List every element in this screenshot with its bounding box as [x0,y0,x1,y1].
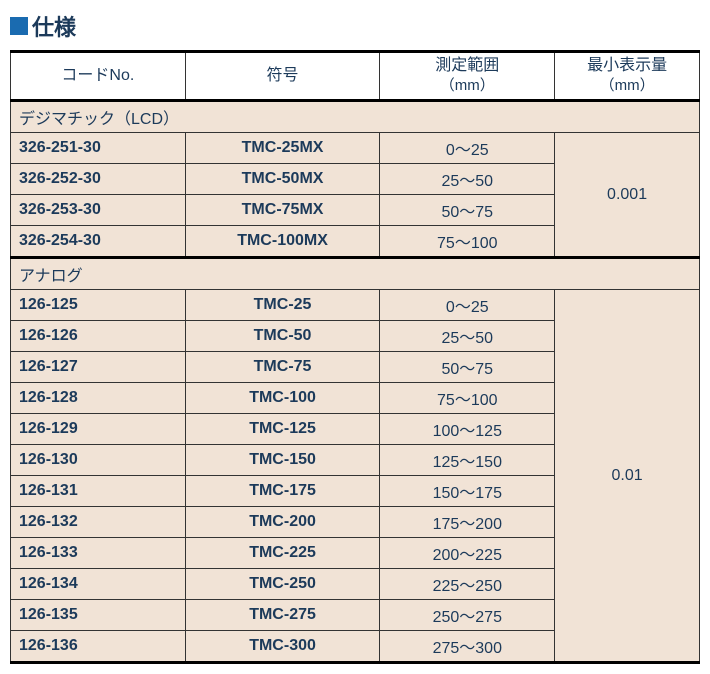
header-range-unit: （mm） [440,77,495,94]
code-cell: 326-252-30 [11,164,186,195]
code-cell: 126-136 [11,631,186,663]
range-cell: 0～25 [380,290,555,321]
range-cell: 0～25 [380,133,555,164]
range-cell: 75～100 [380,383,555,414]
range-cell: 50～75 [380,195,555,226]
model-cell: TMC-75MX [185,195,380,226]
header-range: 測定範囲 （mm） [380,52,555,101]
code-cell: 126-132 [11,507,186,538]
model-cell: TMC-50 [185,321,380,352]
model-cell: TMC-25 [185,290,380,321]
header-resolution-label: 最小表示量 [587,57,667,74]
range-cell: 100～125 [380,414,555,445]
range-cell: 250～275 [380,600,555,631]
code-cell: 126-126 [11,321,186,352]
code-cell: 126-131 [11,476,186,507]
code-cell: 126-129 [11,414,186,445]
model-cell: TMC-225 [185,538,380,569]
spec-table: コードNo. 符号 測定範囲 （mm） 最小表示量 （mm） デジマチック（LC… [10,50,700,664]
range-cell: 200～225 [380,538,555,569]
code-cell: 126-133 [11,538,186,569]
range-cell: 175～200 [380,507,555,538]
model-cell: TMC-300 [185,631,380,663]
code-cell: 126-135 [11,600,186,631]
code-cell: 126-128 [11,383,186,414]
model-cell: TMC-125 [185,414,380,445]
model-cell: TMC-250 [185,569,380,600]
section-label: デジマチック（LCD） [11,101,700,133]
model-cell: TMC-75 [185,352,380,383]
code-cell: 126-125 [11,290,186,321]
range-cell: 25～50 [380,321,555,352]
range-cell: 225～250 [380,569,555,600]
model-cell: TMC-100MX [185,226,380,258]
page-title: 仕様 [32,10,76,42]
header-code: コードNo. [11,52,186,101]
title-square-icon [10,17,28,35]
model-cell: TMC-150 [185,445,380,476]
header-range-label: 測定範囲 [435,57,499,74]
code-cell: 126-130 [11,445,186,476]
code-cell: 326-254-30 [11,226,186,258]
model-cell: TMC-100 [185,383,380,414]
code-cell: 326-251-30 [11,133,186,164]
range-cell: 50～75 [380,352,555,383]
resolution-cell: 0.01 [555,290,700,663]
model-cell: TMC-175 [185,476,380,507]
header-resolution-unit: （mm） [600,77,655,94]
title-row: 仕様 [10,10,700,42]
model-cell: TMC-200 [185,507,380,538]
code-cell: 126-134 [11,569,186,600]
range-cell: 125～150 [380,445,555,476]
range-cell: 275～300 [380,631,555,663]
code-cell: 326-253-30 [11,195,186,226]
header-model: 符号 [185,52,380,101]
section-label: アナログ [11,258,700,290]
model-cell: TMC-25MX [185,133,380,164]
range-cell: 25～50 [380,164,555,195]
model-cell: TMC-50MX [185,164,380,195]
header-resolution: 最小表示量 （mm） [555,52,700,101]
range-cell: 150～175 [380,476,555,507]
model-cell: TMC-275 [185,600,380,631]
code-cell: 126-127 [11,352,186,383]
resolution-cell: 0.001 [555,133,700,258]
range-cell: 75～100 [380,226,555,258]
